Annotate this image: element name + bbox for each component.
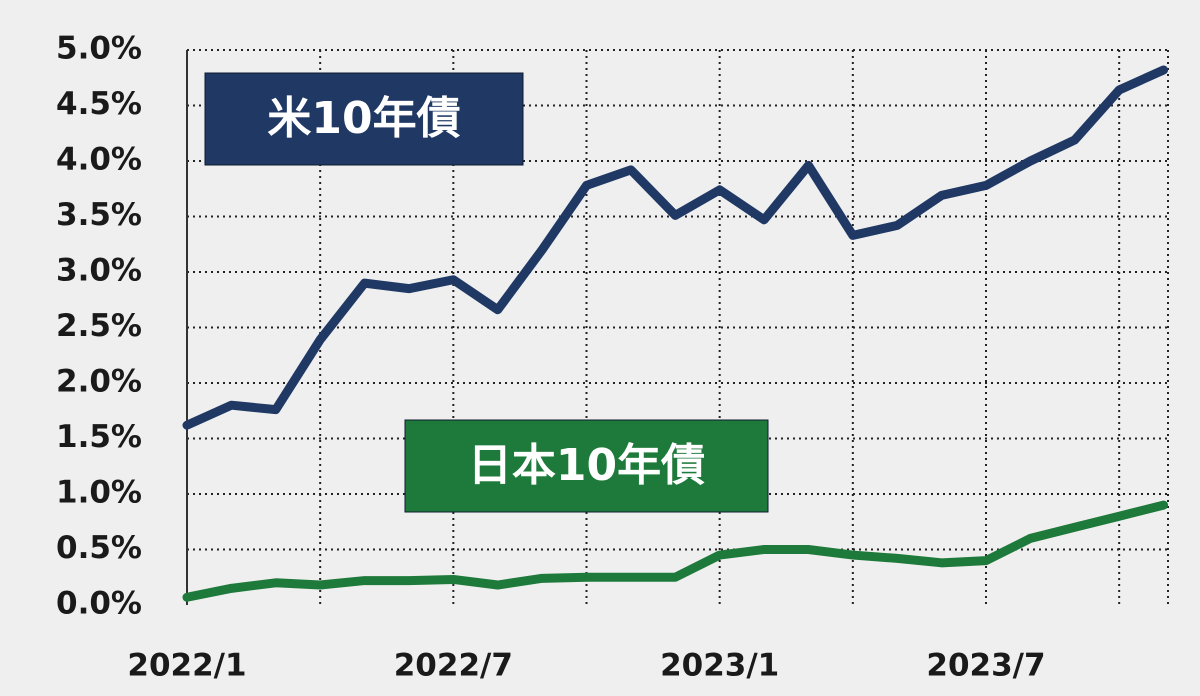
y-tick-label: 1.0% bbox=[56, 475, 142, 511]
y-tick-label: 0.5% bbox=[56, 530, 142, 566]
y-tick-label: 5.0% bbox=[56, 31, 142, 67]
y-tick-label: 1.5% bbox=[56, 419, 142, 455]
legend-box bbox=[204, 72, 524, 166]
series-line bbox=[182, 65, 1169, 430]
y-tick-label: 3.5% bbox=[56, 197, 142, 233]
legend-label: 日本10年債 bbox=[468, 440, 705, 491]
x-tick-label: 2023/1 bbox=[660, 648, 779, 684]
x-tick-label: 2022/7 bbox=[394, 648, 513, 684]
x-tick-label: 2022/1 bbox=[127, 648, 246, 684]
legend-label: 米10年債 bbox=[267, 93, 460, 144]
x-tick-label: 2023/7 bbox=[926, 648, 1045, 684]
y-tick-label: 4.0% bbox=[56, 142, 142, 178]
y-tick-label: 4.5% bbox=[56, 86, 142, 122]
y-tick-label: 2.5% bbox=[56, 308, 142, 344]
series-line bbox=[182, 500, 1169, 602]
legend-box bbox=[404, 419, 769, 513]
y-tick-label: 3.0% bbox=[56, 253, 142, 289]
y-tick-label: 2.0% bbox=[56, 364, 142, 400]
y-tick-label: 0.0% bbox=[56, 586, 142, 622]
